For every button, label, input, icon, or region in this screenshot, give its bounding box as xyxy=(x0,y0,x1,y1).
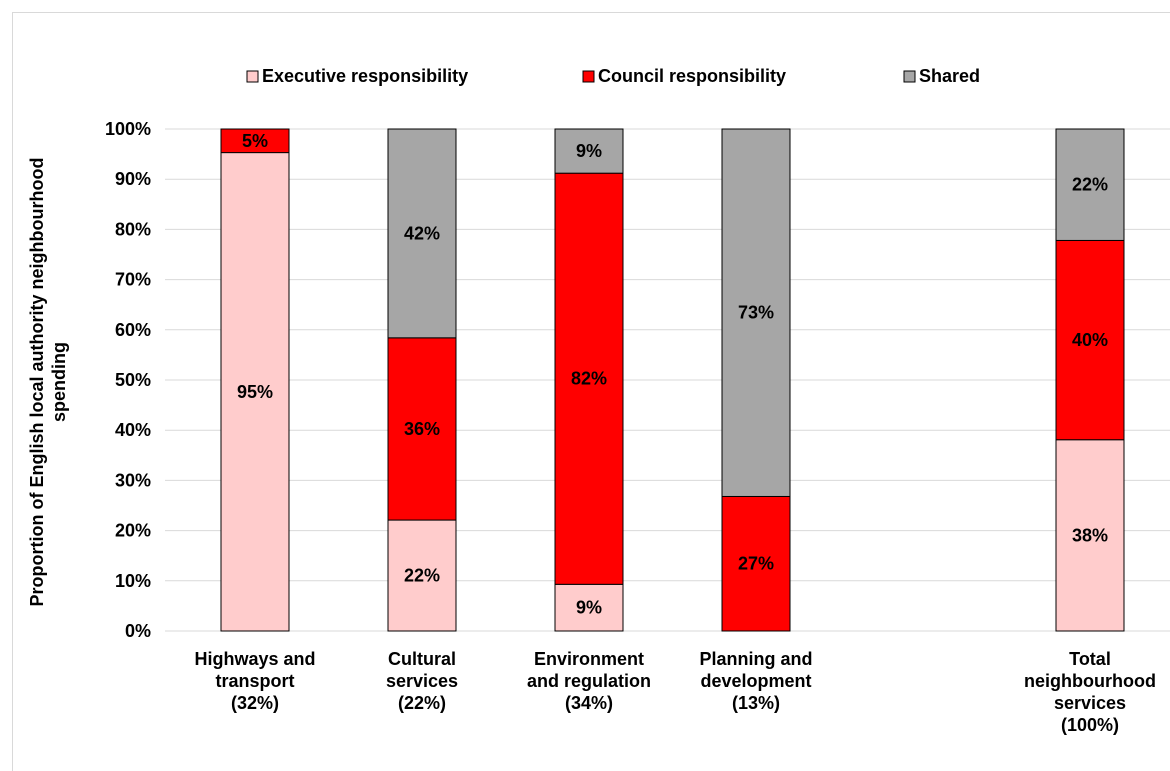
bar-segment xyxy=(721,128,791,497)
data-label: 95% xyxy=(237,382,273,402)
data-label: 82% xyxy=(571,369,607,389)
x-category-label: Total neighbourhood services (100%) xyxy=(1024,649,1156,735)
chart-frame xyxy=(12,12,1170,771)
y-axis-title-line: spending xyxy=(49,342,69,422)
y-axis-ticks: 0% 10% 20% 30% 40% 50% 60% 70% 80% 90% 100% xyxy=(105,119,151,641)
data-label: 5% xyxy=(242,131,268,151)
bar-segment xyxy=(1055,439,1125,632)
bar-segment xyxy=(721,495,791,632)
y-tick-label: 80% xyxy=(115,219,151,239)
y-tick-label: 0% xyxy=(125,621,151,641)
bar-segment xyxy=(220,128,290,154)
x-axis-categories: Highways and transport (32%) Cultural servic… xyxy=(194,649,1156,735)
bar-segment xyxy=(554,172,624,585)
data-labels: 95% 5% 22% 36% 42% 9% 82% 9% 27% 73% 38% 40% 22% xyxy=(237,131,1108,618)
data-label: 27% xyxy=(738,554,774,574)
legend-swatch xyxy=(582,70,595,83)
y-tick-label: 30% xyxy=(115,470,151,490)
bar-segment xyxy=(387,337,457,521)
legend-swatch xyxy=(246,70,259,83)
bar-segment xyxy=(387,128,457,339)
bar-segment xyxy=(1055,239,1125,441)
x-category-label: Environment and regulation (34%) xyxy=(527,649,651,713)
legend: Executive responsibility Council responsi… xyxy=(246,66,980,86)
y-tick-label: 100% xyxy=(105,119,151,139)
legend-label: Shared xyxy=(919,66,980,86)
x-category-label: Cultural services (22%) xyxy=(386,649,458,713)
y-axis-title-line: Proportion of English local authority ne… xyxy=(27,158,47,607)
bars xyxy=(220,128,1125,632)
y-tick-label: 70% xyxy=(115,270,151,290)
y-tick-label: 20% xyxy=(115,521,151,541)
y-tick-label: 60% xyxy=(115,320,151,340)
data-label: 73% xyxy=(738,303,774,323)
x-category-label: Planning and development (13%) xyxy=(699,649,812,713)
data-label: 36% xyxy=(404,419,440,439)
legend-label: Council responsibility xyxy=(598,66,786,86)
y-tick-label: 10% xyxy=(115,571,151,591)
y-axis-title: Proportion of English local authority ne… xyxy=(27,158,69,607)
legend-label: Executive responsibility xyxy=(262,66,468,86)
y-tick-label: 90% xyxy=(115,169,151,189)
bar-segment xyxy=(554,128,624,174)
data-label: 9% xyxy=(576,598,602,618)
y-tick-label: 40% xyxy=(115,420,151,440)
bar-segment xyxy=(220,152,290,632)
data-label: 40% xyxy=(1072,330,1108,350)
y-tick-label: 50% xyxy=(115,370,151,390)
data-label: 42% xyxy=(404,223,440,243)
data-label: 38% xyxy=(1072,525,1108,545)
data-label: 22% xyxy=(404,566,440,586)
gridlines xyxy=(165,128,1170,632)
bar-segment xyxy=(1055,128,1125,241)
data-label: 9% xyxy=(576,141,602,161)
legend-swatch xyxy=(903,70,916,83)
x-category-label: Highways and transport (32%) xyxy=(194,649,315,713)
data-label: 22% xyxy=(1072,175,1108,195)
bar-segment xyxy=(554,583,624,632)
